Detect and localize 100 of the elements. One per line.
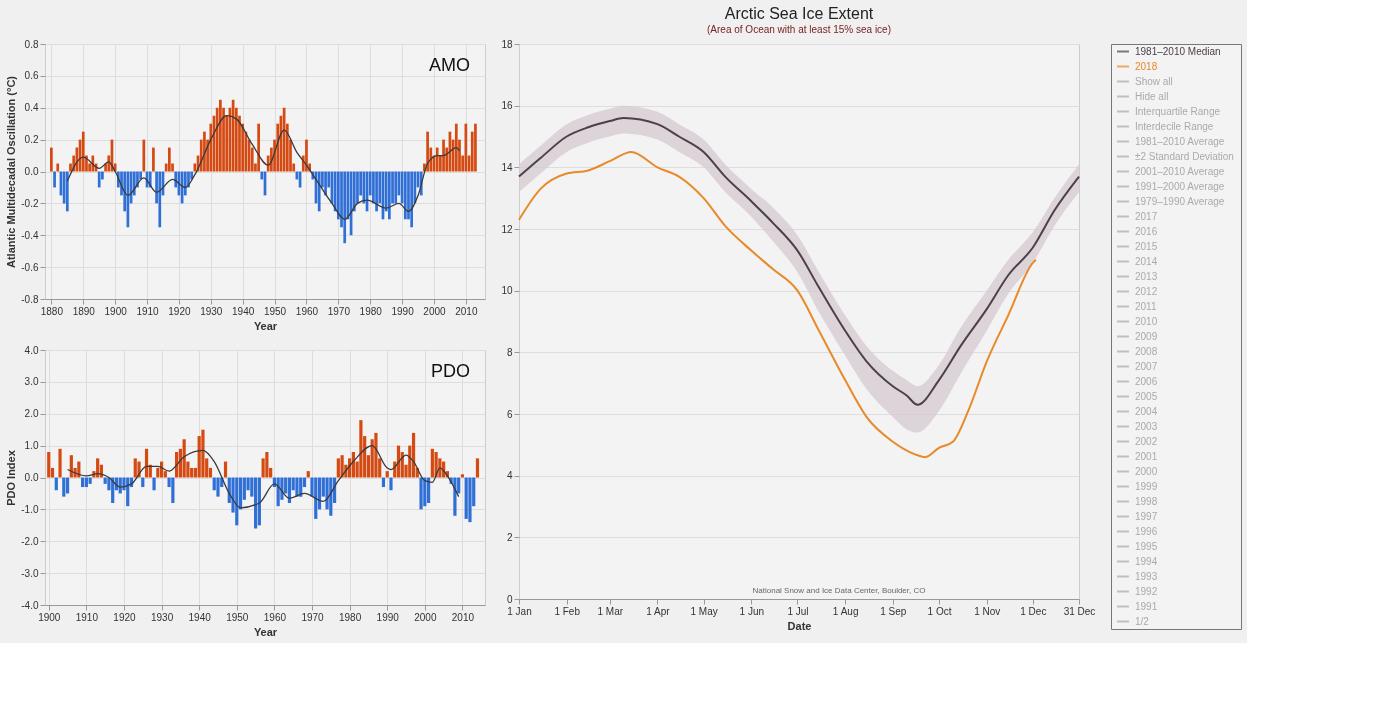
bar — [389, 477, 393, 491]
bar — [133, 458, 137, 478]
text: 1999 — [1135, 480, 1158, 492]
bar — [158, 171, 162, 228]
line-series — [66, 115, 461, 220]
text: 1991 — [1135, 600, 1158, 612]
y-tick-label: 6 — [506, 408, 513, 420]
text: 1994 — [1135, 555, 1158, 567]
y-tick-label: 2 — [506, 531, 513, 543]
text: 2017 — [1135, 210, 1158, 222]
bar — [56, 163, 60, 172]
x-tick-label: 1 Aug — [832, 605, 859, 617]
text: 1991–2000 Average — [1135, 180, 1225, 192]
bar — [460, 474, 465, 478]
x-tick-label: 1950 — [263, 305, 287, 317]
bar — [359, 420, 363, 478]
text: 2001 — [1135, 450, 1158, 462]
text: AMO — [428, 55, 470, 75]
text: 2002 — [1135, 435, 1158, 447]
y-tick-label: 0 — [506, 593, 513, 605]
y-tick-label: -0.2 — [21, 197, 39, 209]
x-tick-label: 31 Dec — [1063, 605, 1096, 617]
y-tick-label: 3.0 — [24, 376, 39, 388]
text: 1981–2010 Average — [1135, 135, 1225, 147]
x-tick-label: 1 Sep — [880, 605, 907, 617]
line-series — [518, 150, 1037, 459]
x-tick-label: 1 Apr — [646, 605, 671, 617]
bar — [47, 452, 51, 478]
x-tick-label: 1890 — [72, 305, 96, 317]
x-tick-label: 2010 — [451, 611, 475, 623]
x-tick-label: 2000 — [423, 305, 447, 317]
y-tick-label: -4.0 — [21, 599, 39, 611]
bar — [144, 448, 149, 478]
x-tick-label: 1 Oct — [927, 605, 952, 617]
text: 1995 — [1135, 540, 1158, 552]
y-tick-label: 0.8 — [24, 38, 39, 50]
y-tick-label: 0.0 — [24, 166, 39, 177]
y-tick-label: -0.8 — [21, 293, 39, 305]
y-tick-label: 14 — [501, 161, 513, 173]
bar — [419, 477, 423, 510]
x-tick-label: 1910 — [75, 611, 99, 623]
y-tick-label: 2.0 — [24, 408, 39, 420]
bar — [62, 477, 66, 497]
y-tick-label: -0.6 — [21, 261, 39, 273]
x-axis-title: Date — [787, 619, 812, 632]
bar — [403, 171, 407, 220]
bar — [394, 171, 398, 204]
line-series — [66, 444, 460, 509]
y-tick-label: -3.0 — [21, 567, 39, 579]
text: 2006 — [1135, 375, 1158, 387]
y-axis-title: Atlantic Multidecadal Oscillation (°C) — [5, 75, 18, 269]
y-tick-label: 4 — [506, 470, 513, 482]
bar — [411, 432, 416, 478]
text: 1998 — [1135, 495, 1158, 507]
x-tick-label: 1 Dec — [1020, 605, 1047, 617]
bar — [474, 123, 477, 172]
bar — [305, 139, 308, 172]
bar — [464, 477, 468, 519]
x-tick-label: 1990 — [391, 305, 415, 317]
y-tick-label: -0.4 — [21, 229, 39, 241]
bar — [152, 147, 155, 172]
y-tick-label: 0.4 — [24, 102, 39, 114]
x-tick-label: 1960 — [263, 611, 287, 623]
x-tick-label: 1940 — [232, 305, 255, 317]
legend-label: 1981–2010 Median — [1135, 45, 1221, 57]
x-tick-label: 1900 — [104, 305, 128, 317]
text: 2016 — [1135, 225, 1158, 237]
text: 2015 — [1135, 240, 1158, 252]
bar — [219, 99, 222, 172]
chart-title: Arctic Sea Ice Extent — [724, 5, 874, 22]
text: 2001–2010 Average — [1135, 165, 1225, 177]
y-tick-label: -2.0 — [21, 535, 39, 547]
text: 1992 — [1135, 585, 1158, 597]
bar — [426, 131, 429, 172]
text: PDO — [430, 361, 470, 381]
x-tick-label: 1980 — [338, 611, 362, 623]
text: 2012 — [1135, 285, 1158, 297]
bar — [81, 131, 85, 172]
x-tick-label: 1880 — [40, 305, 64, 317]
chart-subtitle: (Area of Ocean with at least 15% sea ice) — [707, 24, 891, 35]
text: Interquartile Range — [1135, 105, 1221, 117]
text: 1997 — [1135, 510, 1158, 522]
bar — [50, 147, 53, 172]
text: 2010 — [1135, 315, 1158, 327]
x-tick-label: 1960 — [295, 305, 319, 317]
x-tick-label: 1970 — [301, 611, 325, 623]
text: 2003 — [1135, 420, 1158, 432]
bar — [167, 147, 171, 172]
text: 2005 — [1135, 390, 1158, 402]
text: 2008 — [1135, 345, 1158, 357]
bar — [295, 477, 299, 497]
text: Show all — [1135, 75, 1173, 87]
bar — [203, 131, 206, 172]
bar — [152, 477, 156, 491]
y-tick-label: 12 — [501, 223, 513, 235]
y-tick-label: 0.2 — [24, 134, 39, 146]
bar — [265, 452, 269, 478]
x-tick-label: 1 Jun — [739, 605, 765, 617]
bar — [442, 139, 445, 172]
text: Hide all — [1135, 90, 1169, 102]
